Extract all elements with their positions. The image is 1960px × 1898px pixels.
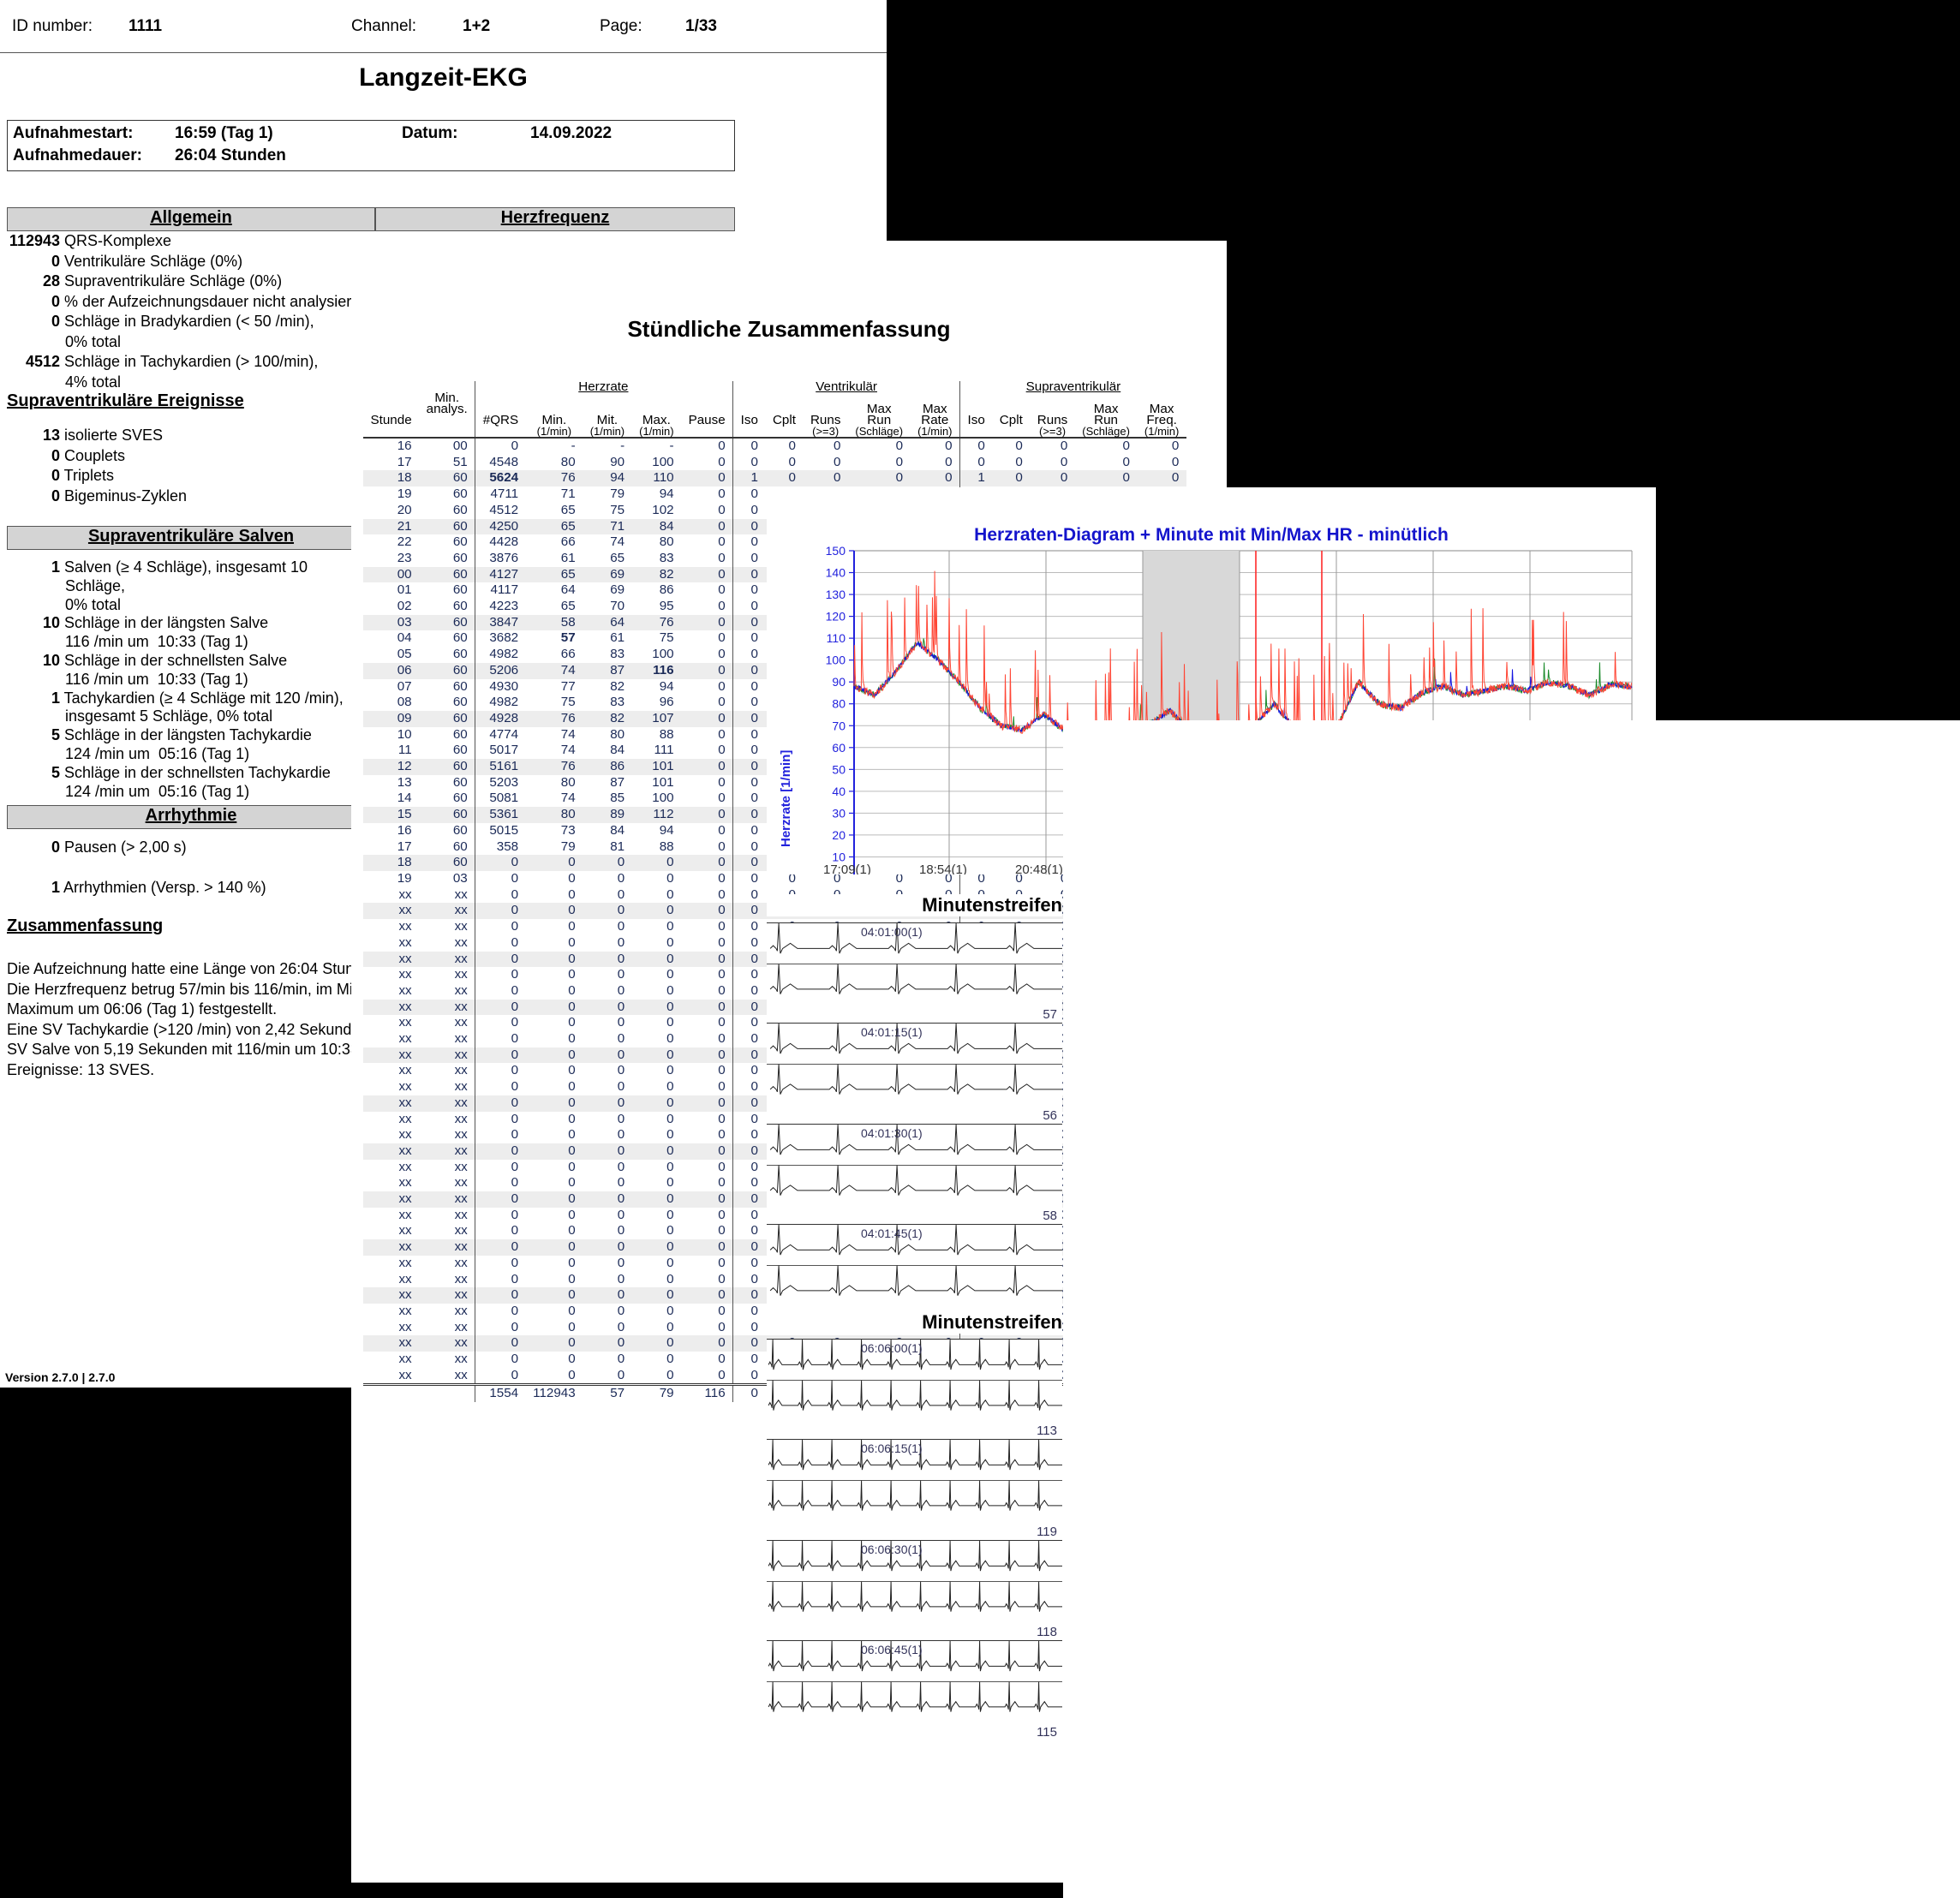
svg-text:100: 100 (826, 654, 846, 667)
svg-text:90: 90 (832, 675, 846, 689)
svg-text:30: 30 (832, 806, 846, 820)
svg-text:80: 80 (832, 697, 846, 711)
svg-text:140: 140 (826, 566, 846, 580)
svg-text:70: 70 (832, 719, 846, 732)
svg-text:20: 20 (832, 828, 846, 842)
svg-text:150: 150 (826, 544, 846, 558)
svg-text:110: 110 (827, 631, 846, 645)
svg-text:130: 130 (826, 588, 846, 601)
svg-text:40: 40 (832, 785, 846, 798)
svg-text:60: 60 (832, 741, 846, 755)
svg-text:120: 120 (826, 610, 846, 624)
svg-text:50: 50 (832, 762, 846, 776)
